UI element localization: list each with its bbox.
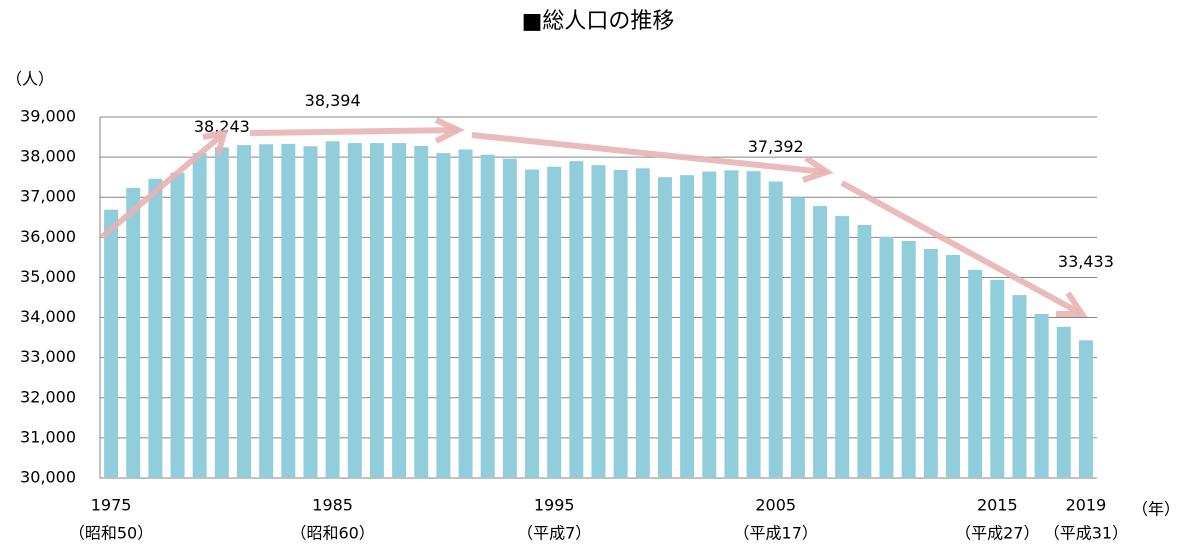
bar bbox=[214, 147, 229, 478]
x-tick-sublabel: （昭和60） bbox=[290, 524, 374, 543]
chart-title: ■総人口の推移 bbox=[522, 9, 675, 34]
bar bbox=[680, 175, 695, 478]
bar bbox=[1056, 326, 1071, 478]
bar bbox=[835, 216, 850, 478]
bar bbox=[525, 169, 540, 478]
x-tick-label: 1985 bbox=[312, 496, 353, 515]
trend-arrow bbox=[471, 132, 826, 175]
y-tick-label: 37,000 bbox=[20, 187, 76, 206]
x-tick-sublabel: （昭和50） bbox=[69, 524, 153, 543]
bar bbox=[702, 171, 717, 478]
y-tick-label: 32,000 bbox=[20, 387, 76, 406]
trend-arrow bbox=[249, 127, 459, 136]
x-tick-sublabel: （平成17） bbox=[734, 524, 818, 543]
bar bbox=[657, 177, 672, 478]
bar bbox=[923, 248, 938, 478]
y-tick-label: 30,000 bbox=[20, 468, 76, 487]
bar bbox=[1078, 340, 1093, 478]
bar bbox=[790, 197, 805, 478]
bar bbox=[104, 209, 119, 478]
bar bbox=[170, 172, 185, 478]
x-tick-label: 2019 bbox=[1066, 496, 1107, 515]
bar bbox=[281, 143, 296, 478]
trend-arrow bbox=[840, 180, 1082, 316]
bar bbox=[237, 145, 252, 479]
bar bbox=[569, 161, 584, 478]
bar bbox=[768, 181, 783, 479]
x-axis-label: （年） bbox=[1132, 500, 1180, 519]
data-label: 38,243 bbox=[194, 117, 250, 136]
bar bbox=[502, 158, 517, 478]
x-tick-label: 2005 bbox=[755, 496, 796, 515]
bar bbox=[547, 166, 562, 478]
x-tick-sublabel: （平成27） bbox=[955, 524, 1039, 543]
y-tick-label: 38,000 bbox=[20, 147, 76, 166]
x-tick-label: 1975 bbox=[91, 496, 132, 515]
bar bbox=[857, 224, 872, 478]
bar bbox=[436, 153, 451, 478]
bar bbox=[1012, 295, 1027, 478]
y-tick-label: 35,000 bbox=[20, 267, 76, 286]
arrow-head bbox=[434, 117, 465, 144]
bar bbox=[1034, 313, 1049, 478]
y-tick-label: 39,000 bbox=[20, 107, 76, 126]
bar bbox=[591, 165, 606, 478]
arrow-head bbox=[1056, 291, 1088, 317]
bar bbox=[746, 171, 761, 478]
x-tick-sublabel: （平成31） bbox=[1044, 524, 1128, 543]
bar bbox=[192, 153, 207, 478]
y-tick-label: 34,000 bbox=[20, 307, 76, 326]
bar bbox=[879, 236, 894, 478]
y-tick-label: 31,000 bbox=[20, 427, 76, 446]
bar bbox=[613, 169, 628, 479]
bar bbox=[259, 144, 274, 478]
bar bbox=[126, 187, 141, 478]
trend-arrows bbox=[100, 117, 1088, 317]
bar bbox=[724, 170, 739, 478]
bar bbox=[458, 149, 473, 479]
data-label: 37,392 bbox=[748, 137, 804, 156]
bar bbox=[148, 178, 163, 478]
bar bbox=[901, 240, 916, 478]
x-tick-sublabel: （平成7） bbox=[517, 524, 591, 543]
y-axis-label: （人） bbox=[6, 70, 54, 89]
bar bbox=[369, 143, 384, 479]
plot-area: 30,000 31,000 32,000 33,000 34,000 35,000 36,0… bbox=[20, 91, 1128, 543]
data-label: 33,433 bbox=[1058, 252, 1114, 271]
x-tick-label: 1995 bbox=[534, 496, 575, 515]
arrow-head bbox=[802, 155, 834, 183]
bar bbox=[325, 141, 340, 479]
bar bbox=[347, 143, 362, 479]
bar bbox=[303, 146, 318, 478]
y-tick-label: 36,000 bbox=[20, 227, 76, 246]
x-tick-label: 2015 bbox=[977, 496, 1018, 515]
arrow-head bbox=[202, 129, 229, 156]
data-label: 38,394 bbox=[305, 91, 361, 110]
bar bbox=[990, 279, 1005, 478]
bar bbox=[635, 168, 650, 478]
bar bbox=[968, 269, 983, 478]
bar bbox=[945, 254, 960, 478]
bar bbox=[480, 154, 495, 478]
trend-arrow bbox=[100, 132, 224, 240]
bar bbox=[414, 145, 429, 478]
bar bbox=[392, 143, 407, 479]
bar bbox=[813, 206, 828, 478]
y-tick-label: 33,000 bbox=[20, 347, 76, 366]
